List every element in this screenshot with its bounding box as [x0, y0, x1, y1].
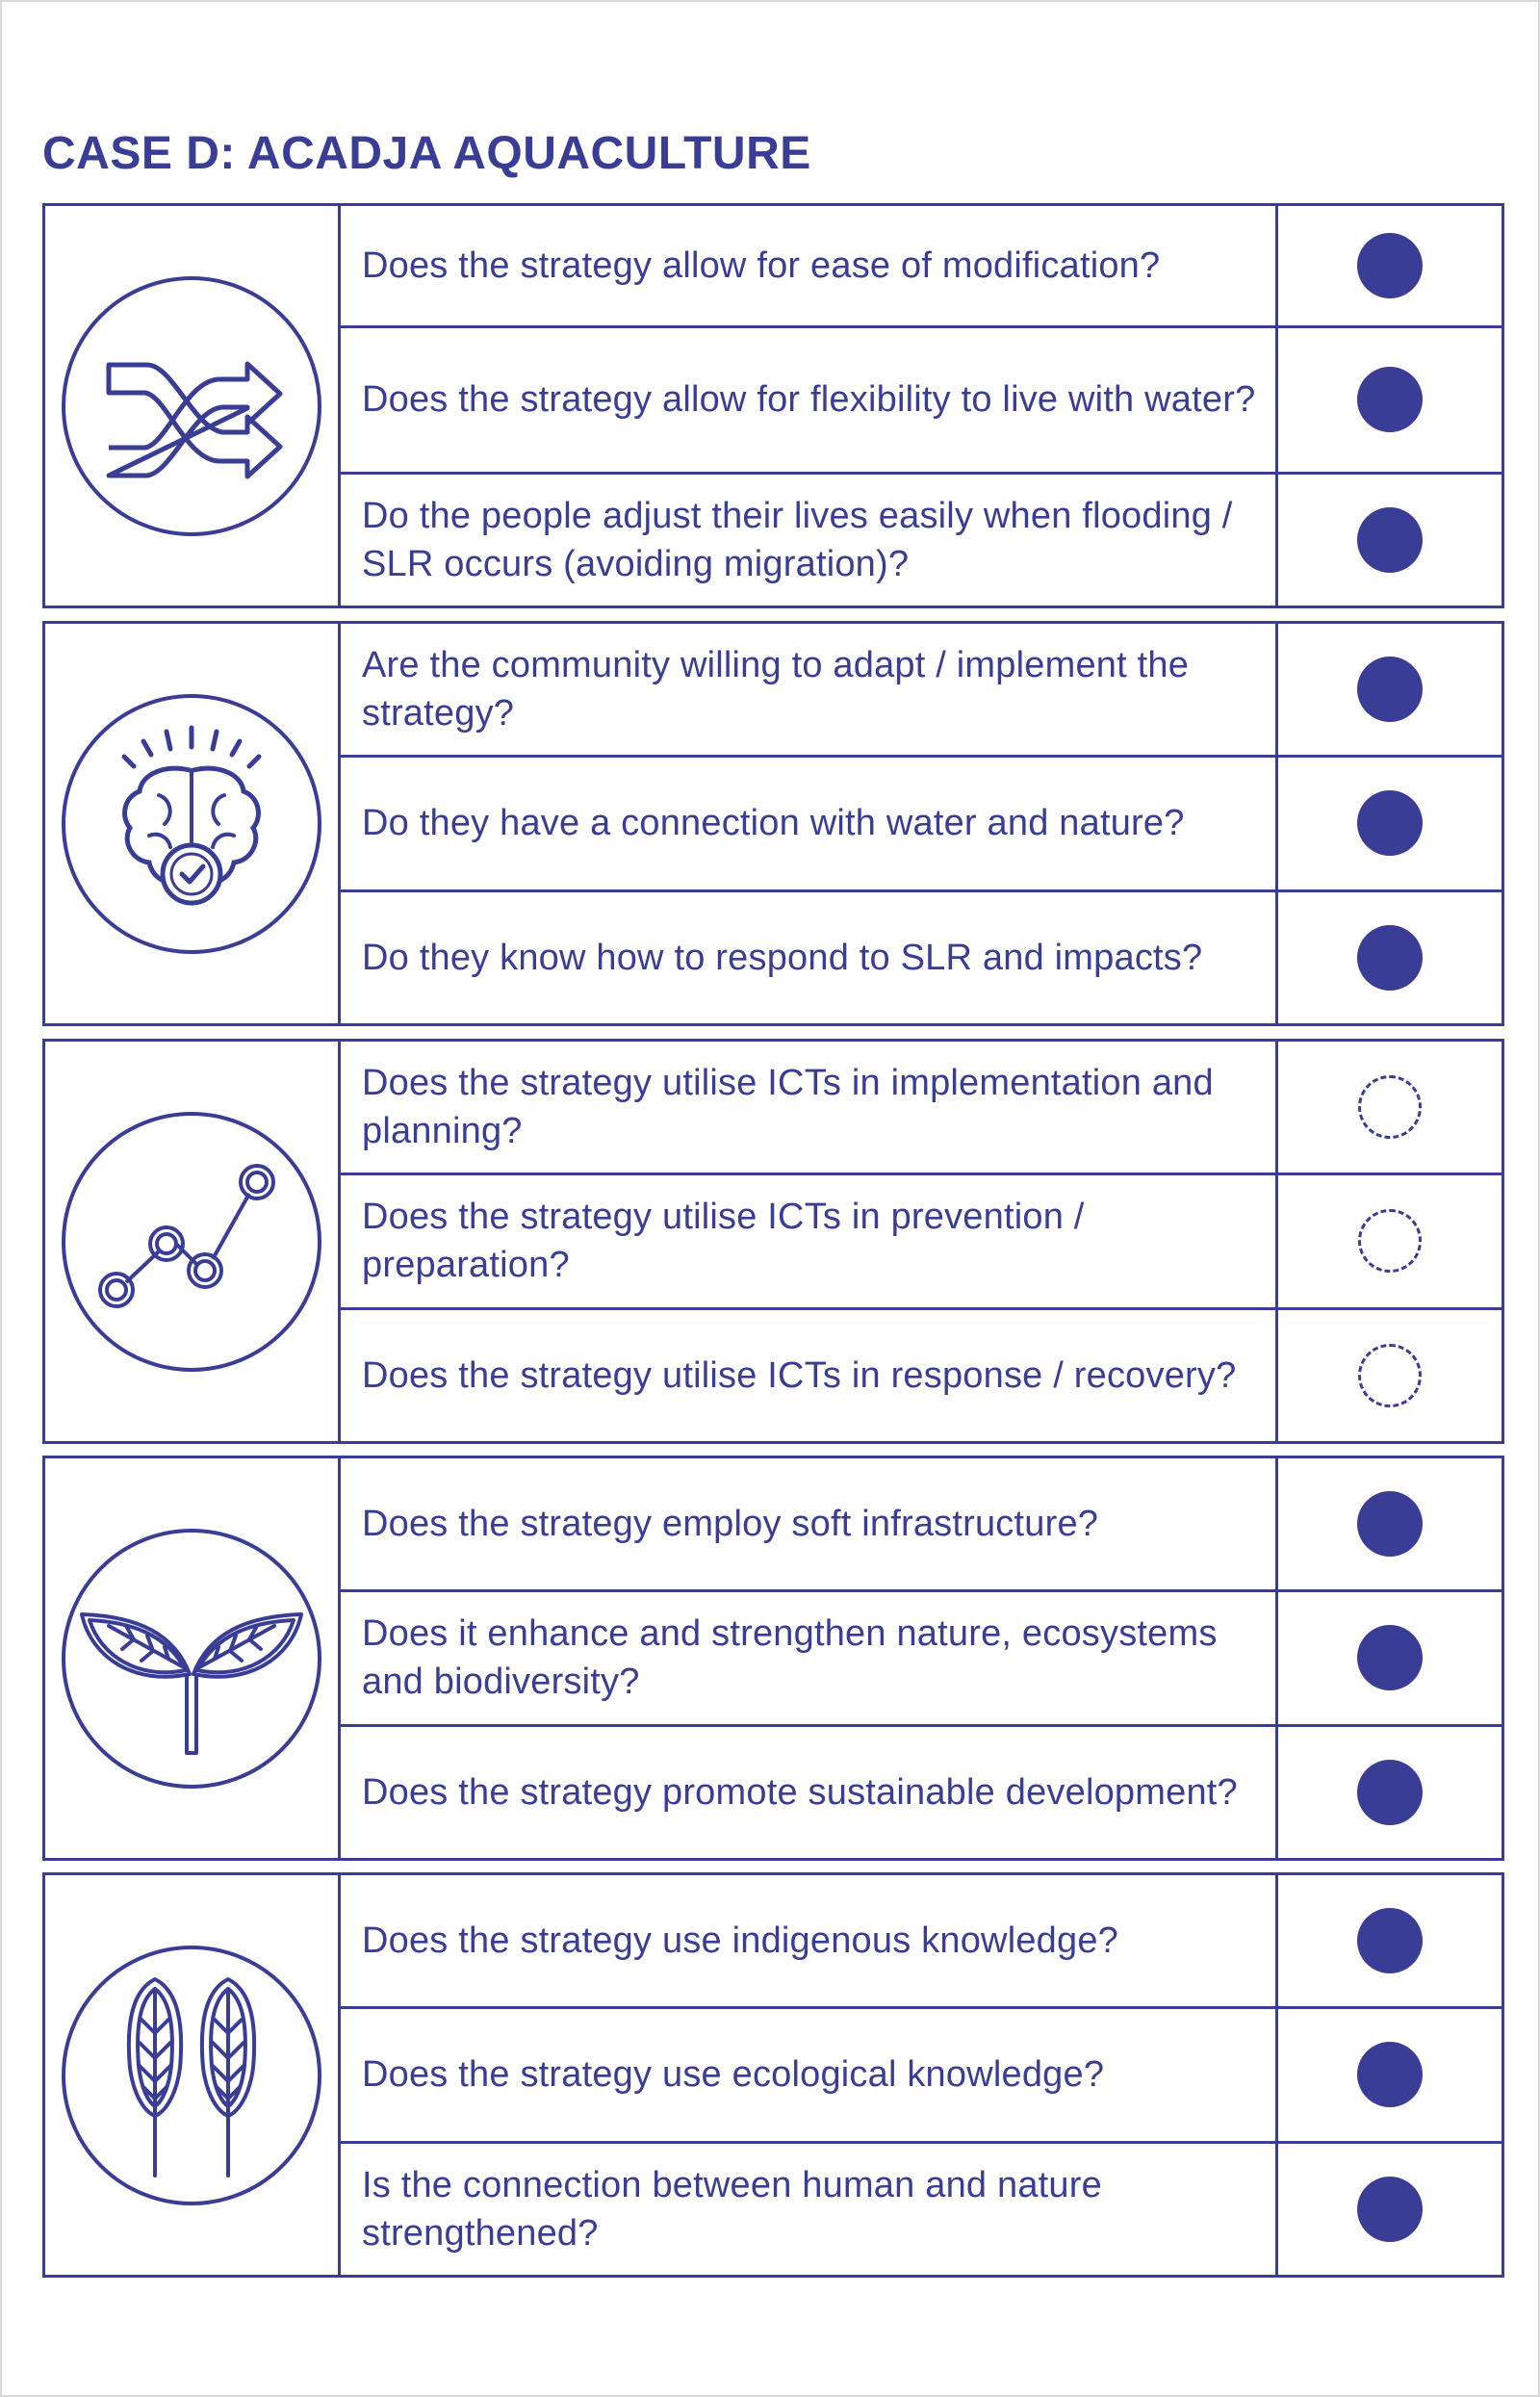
criteria-section-community: Are the community willing to adapt / imp… — [42, 621, 1504, 1026]
question-text: Do they have a connection with water and… — [362, 803, 1185, 844]
table-row: Is the connection between human and natu… — [341, 2143, 1502, 2275]
filled-circle-icon — [1357, 1625, 1423, 1691]
question-text: Does the strategy employ soft infrastruc… — [362, 1504, 1099, 1545]
empty-dashed-circle-icon — [1358, 1343, 1422, 1407]
status-cell — [1275, 891, 1502, 1023]
wheat-icon — [62, 1945, 321, 2205]
status-cell — [1275, 1726, 1502, 1858]
question-text: Does the strategy utilise ICTs in implem… — [362, 1063, 1214, 1152]
table-row: Does the strategy promote sustainable de… — [341, 1726, 1502, 1858]
question-text: Does the strategy promote sustainable de… — [362, 1771, 1238, 1813]
filled-circle-icon — [1357, 2176, 1423, 2242]
filled-circle-icon — [1357, 232, 1423, 298]
filled-circle-icon — [1357, 2042, 1423, 2108]
table-row: Do they know how to respond to SLR and i… — [341, 891, 1502, 1023]
brain-check-icon — [62, 693, 321, 954]
question-text: Does the strategy use indigenous knowled… — [362, 1920, 1119, 1962]
table-row: Does the strategy utilise ICTs in preven… — [341, 1175, 1502, 1310]
filled-circle-icon — [1357, 1908, 1423, 1974]
table-row: Are the community willing to adapt / imp… — [341, 624, 1502, 759]
icon-cell — [45, 1042, 341, 1441]
status-cell — [1275, 624, 1502, 756]
table-row: Does the strategy allow for ease of modi… — [341, 206, 1502, 328]
question-text: Is the connection between human and natu… — [362, 2164, 1102, 2254]
question-text: Does the strategy allow for flexibility … — [362, 379, 1256, 421]
question-text: Do the people adjust their lives easily … — [362, 495, 1233, 584]
filled-circle-icon — [1357, 506, 1423, 573]
question-text: Does the strategy utilise ICTs in preven… — [362, 1197, 1085, 1286]
page-title: CASE D: ACADJA AQUACULTURE — [42, 128, 811, 179]
status-cell — [1275, 1458, 1502, 1590]
status-cell — [1275, 1309, 1502, 1441]
empty-dashed-circle-icon — [1358, 1209, 1422, 1274]
filled-circle-icon — [1357, 1759, 1423, 1825]
connected-nodes-icon — [62, 1111, 321, 1372]
filled-circle-icon — [1357, 924, 1423, 991]
status-cell — [1275, 758, 1502, 889]
shuffle-arrows-icon — [62, 275, 321, 536]
icon-cell — [45, 1458, 341, 1858]
status-cell — [1275, 1042, 1502, 1173]
empty-dashed-circle-icon — [1358, 1075, 1422, 1140]
icon-cell — [45, 624, 341, 1023]
table-row: Does the strategy use indigenous knowled… — [341, 1875, 1502, 2010]
leaves-sprout-icon — [62, 1528, 321, 1789]
table-row: Do they have a connection with water and… — [341, 758, 1502, 892]
question-text: Does the strategy utilise ICTs in respon… — [362, 1354, 1237, 1396]
table-row: Does the strategy utilise ICTs in implem… — [341, 1042, 1502, 1176]
status-cell — [1275, 206, 1502, 325]
status-cell — [1275, 474, 1502, 606]
table-row: Does the strategy employ soft infrastruc… — [341, 1458, 1502, 1593]
table-row: Do the people adjust their lives easily … — [341, 474, 1502, 606]
criteria-section-flexibility: Does the strategy allow for ease of modi… — [42, 203, 1504, 608]
filled-circle-icon — [1357, 367, 1423, 433]
question-text: Are the community willing to adapt / imp… — [362, 645, 1190, 735]
table-row: Does it enhance and strengthen nature, e… — [341, 1592, 1502, 1727]
status-cell — [1275, 327, 1502, 472]
criteria-section-knowledge: Does the strategy use indigenous knowled… — [42, 1872, 1504, 2278]
filled-circle-icon — [1357, 790, 1423, 857]
status-cell — [1275, 1175, 1502, 1307]
table-row: Does the strategy utilise ICTs in respon… — [341, 1309, 1502, 1441]
status-cell — [1275, 1592, 1502, 1724]
filled-circle-icon — [1357, 657, 1423, 723]
question-text: Do they know how to respond to SLR and i… — [362, 937, 1203, 978]
table-row: Does the strategy allow for flexibility … — [341, 327, 1502, 475]
table-row: Does the strategy use ecological knowled… — [341, 2009, 1502, 2144]
icon-cell — [45, 206, 341, 606]
status-cell — [1275, 2143, 1502, 2275]
filled-circle-icon — [1357, 1491, 1423, 1558]
status-cell — [1275, 2009, 1502, 2141]
status-cell — [1275, 1875, 1502, 2007]
icon-cell — [45, 1875, 341, 2275]
question-text: Does the strategy allow for ease of modi… — [362, 245, 1161, 286]
question-text: Does it enhance and strengthen nature, e… — [362, 1613, 1218, 1703]
question-text: Does the strategy use ecological knowled… — [362, 2054, 1105, 2096]
criteria-section-nature: Does the strategy employ soft infrastruc… — [42, 1456, 1504, 1861]
criteria-section-ict: Does the strategy utilise ICTs in implem… — [42, 1039, 1504, 1444]
